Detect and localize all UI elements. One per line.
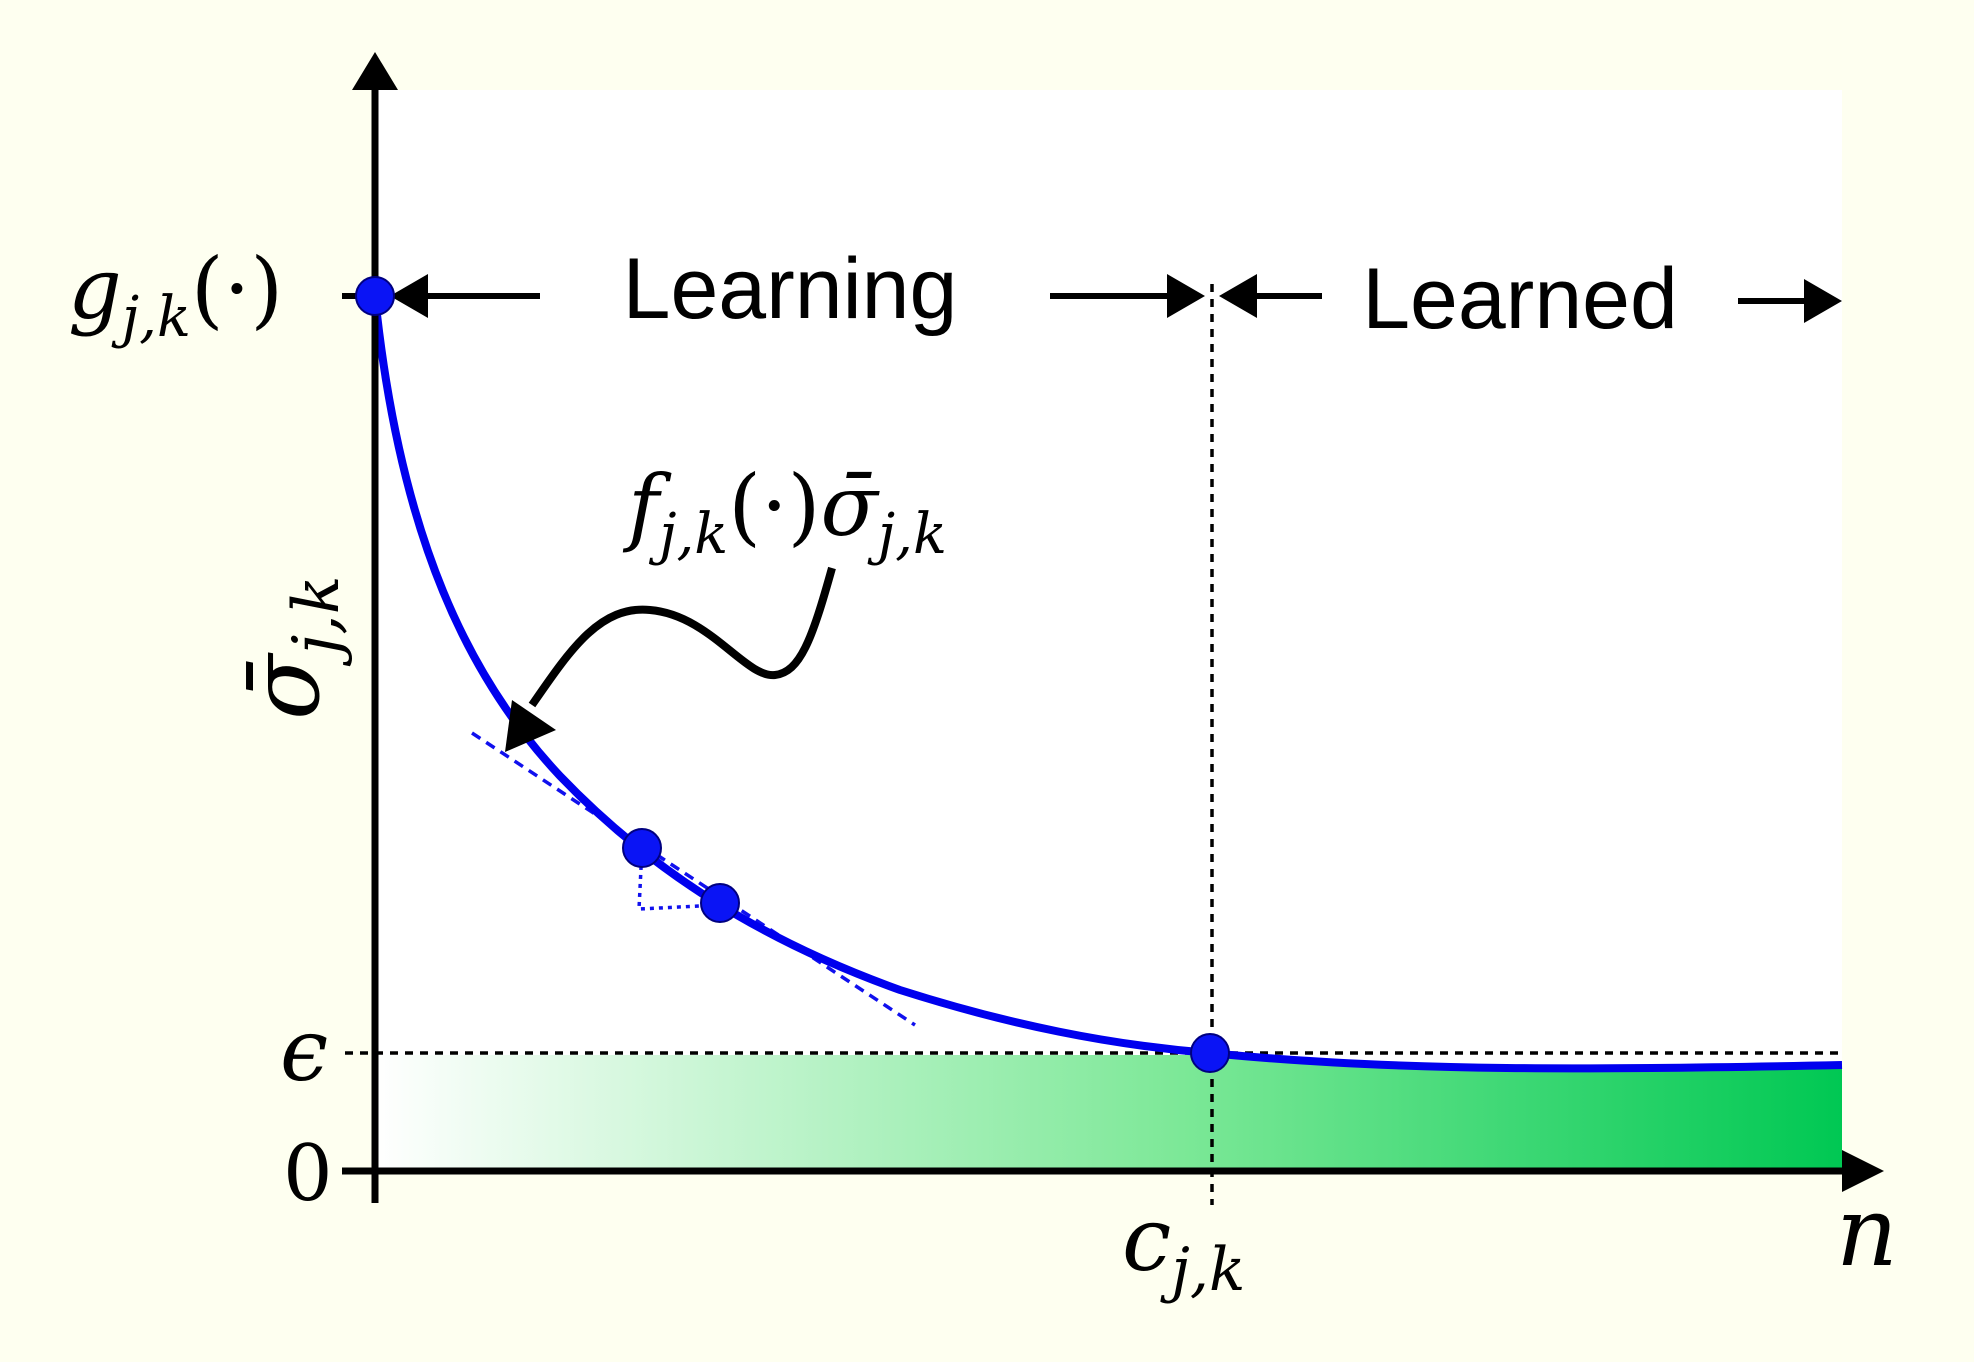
zero-label: 0: [283, 1129, 333, 1219]
learning-label: Learning: [623, 241, 958, 337]
learned-right-arrowhead: [1804, 279, 1842, 323]
learned-left-arrowhead: [1219, 274, 1257, 318]
learned-label: Learned: [1362, 251, 1678, 347]
epsilon-label: ϵ: [280, 1001, 328, 1101]
slope-point-1: [622, 828, 662, 868]
plot-area: [375, 90, 1842, 1170]
x-axis-arrowhead: [1842, 1150, 1884, 1192]
annotation-arrowhead: [505, 700, 556, 752]
x-axis-label: n: [1836, 1176, 1898, 1288]
annotation-label: fj,k(·)σ̄j,k: [622, 457, 947, 567]
learning-right-arrowhead: [1167, 274, 1205, 318]
learned-region-fill: [375, 1055, 1842, 1170]
c-label: cj,k: [1122, 1188, 1245, 1305]
learning-curve: [371, 295, 1843, 1073]
g-function-label: gj,k(·): [68, 240, 283, 350]
tangent-line: [471, 731, 916, 1027]
start-point: [355, 276, 395, 316]
slope-triangle: [637, 847, 721, 911]
epsilon-point: [1190, 1033, 1230, 1073]
y-axis-label: σ̄j,k: [229, 576, 354, 721]
y-axis-arrowhead: [352, 52, 398, 90]
annotation-arrow: [528, 566, 836, 708]
slope-point-2: [700, 883, 740, 923]
learning-left-arrowhead: [390, 274, 428, 318]
